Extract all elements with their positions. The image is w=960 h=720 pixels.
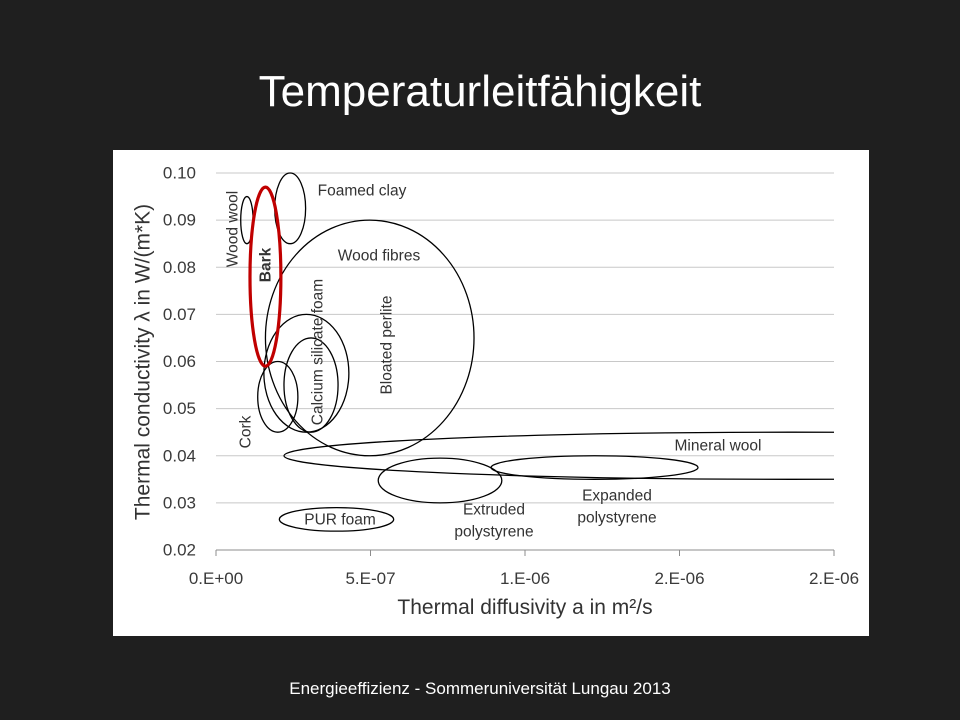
grid-layer (216, 172, 834, 551)
region-outline-expanded-polystyrene (490, 455, 699, 480)
y-tick-label: 0.03 (163, 493, 196, 512)
x-tick-label: 0.E+00 (189, 569, 243, 588)
region-label: Bark (258, 247, 275, 282)
region-outline-wood-fibres (264, 219, 475, 457)
region-label: Wood fibres (338, 248, 421, 265)
region-label: Bloated perlite (379, 295, 396, 394)
thermal-properties-chart: 0.02 0.03 0.04 0.05 0.06 0.07 0.08 0.09 0.10 0.E+… (132, 164, 860, 620)
x-tick-label: 5.E-07 (345, 569, 395, 588)
tick-layer: 0.02 0.03 0.04 0.05 0.06 0.07 0.08 0.09 0.10 0.E+… (163, 164, 859, 589)
chart-panel: 0.02 0.03 0.04 0.05 0.06 0.07 0.08 0.09 0.10 0.E+… (113, 150, 869, 636)
y-tick-label: 0.06 (163, 352, 196, 371)
x-tick-label: 2.E-06 (809, 569, 859, 588)
region-label: Wood wool (225, 191, 242, 267)
y-axis-title: Thermal conductivity λ in W/(m*K) (132, 204, 155, 520)
region-label: Expanded (582, 488, 652, 505)
x-tick-label: 1.E-06 (500, 569, 550, 588)
region-outline-bark (248, 185, 283, 368)
region-outline-cork (257, 360, 299, 433)
y-tick-label: 0.07 (163, 305, 196, 324)
x-axis-title: Thermal diffusivity a in m²/s (397, 596, 652, 619)
y-tick-label: 0.05 (163, 399, 196, 418)
y-tick-label: 0.10 (163, 164, 196, 183)
label-layer: Foamed clay Wood wool Bark Wood fibres Calci… (225, 183, 762, 541)
x-tick-label: 2.E-06 (654, 569, 704, 588)
slide-title: Temperaturleitfähigkeit (258, 67, 702, 116)
region-label: polystyrene (454, 524, 533, 541)
region-label: Cork (238, 415, 255, 448)
region-label: Foamed clay (318, 183, 407, 200)
region-layer (240, 172, 834, 532)
y-tick-label: 0.02 (163, 541, 196, 560)
region-outline-mineral-wool (283, 431, 834, 480)
region-outline-extruded-polystyrene (377, 457, 503, 504)
y-tick-label: 0.04 (163, 446, 196, 465)
region-outline-unlabeled (283, 337, 339, 433)
region-label: polystyrene (577, 510, 656, 527)
region-label: Mineral wool (674, 438, 761, 455)
region-label: PUR foam (304, 512, 376, 529)
region-outline-pur-foam (278, 506, 395, 532)
y-tick-label: 0.08 (163, 258, 196, 277)
y-tick-label: 0.09 (163, 211, 196, 230)
slide-footer: Energieeffizienz - Sommeruniversität Lun… (289, 679, 671, 698)
region-label: Extruded (463, 502, 525, 519)
region-label: Calcium silicate foam (310, 279, 327, 425)
